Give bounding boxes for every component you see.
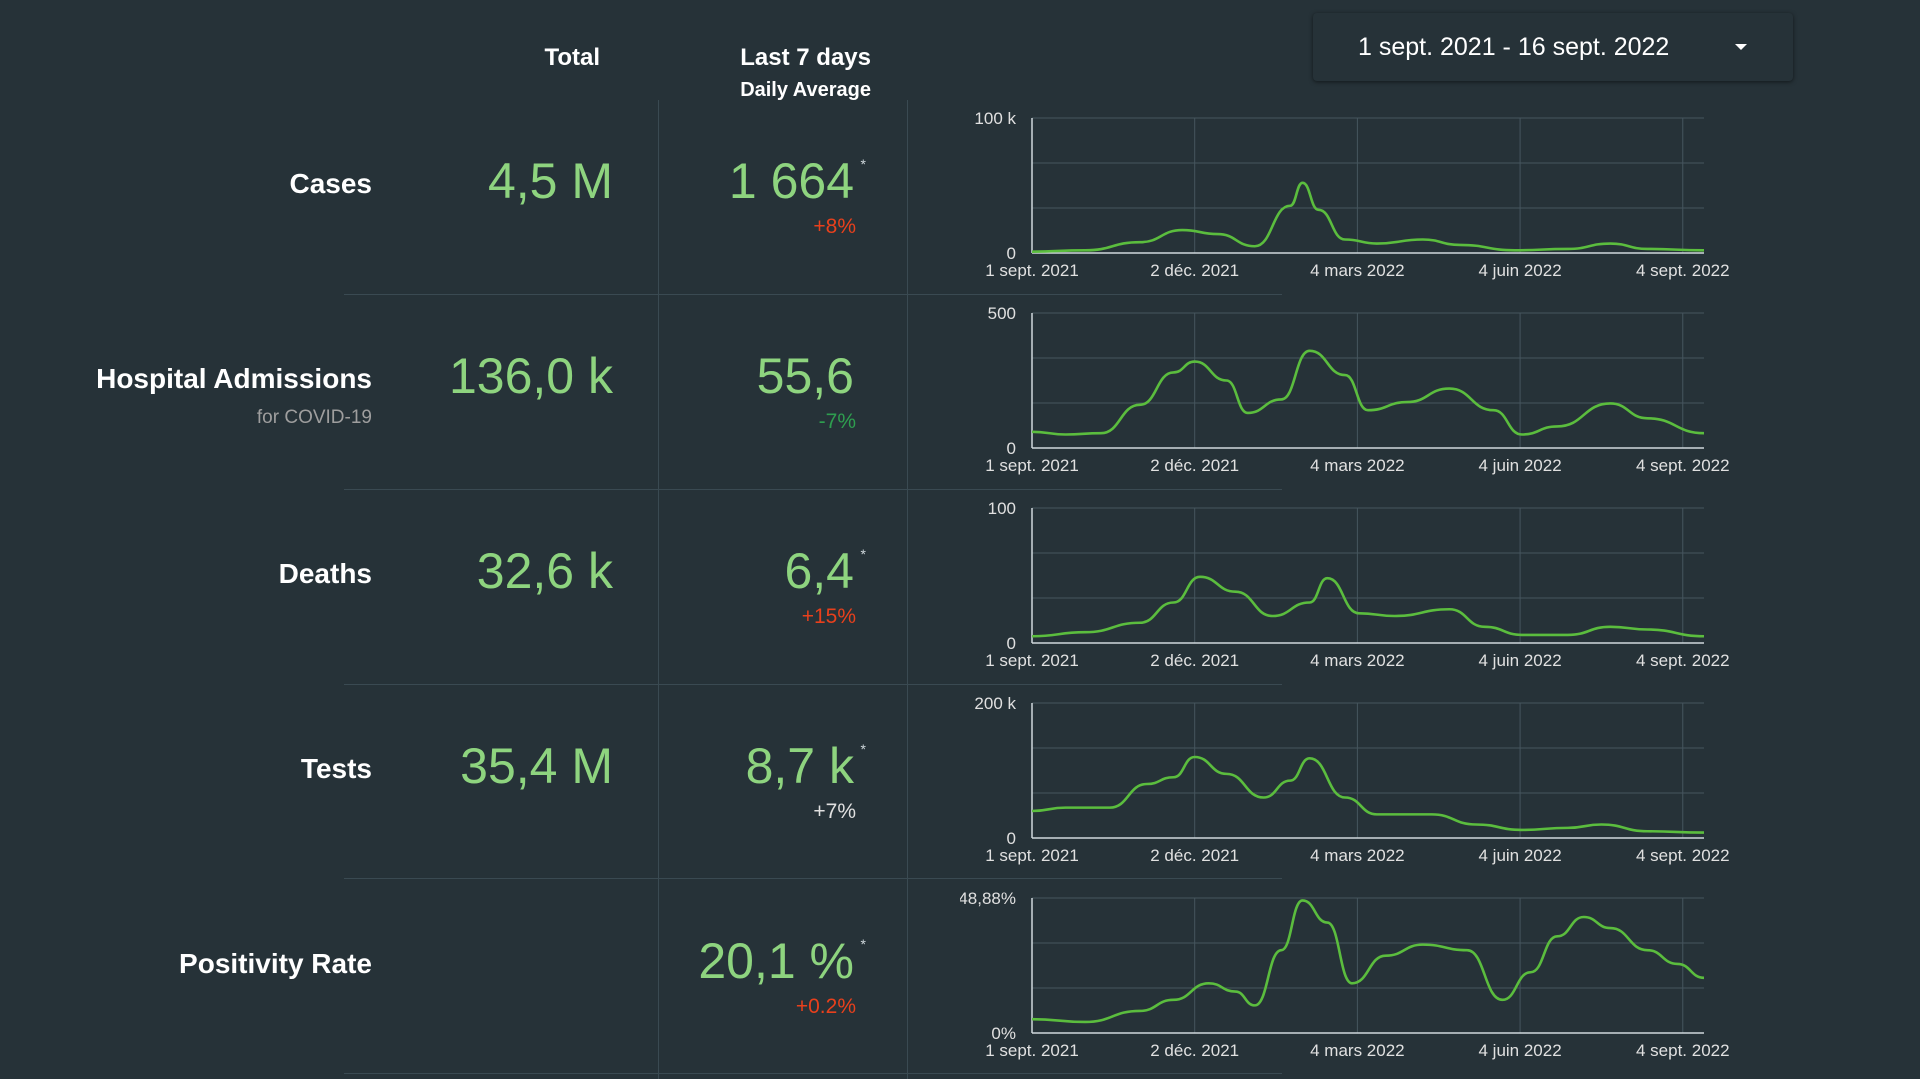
row-divider (344, 489, 1282, 490)
average-value: 1 664 (728, 153, 854, 209)
x-tick-label: 2 déc. 2021 (1150, 846, 1239, 865)
total-value: 32,6 k (476, 543, 613, 599)
x-tick-label: 4 mars 2022 (1310, 846, 1405, 865)
header-daily-average: Daily Average (740, 79, 871, 101)
change-percent: -7% (818, 410, 856, 433)
date-range-label: 1 sept. 2021 - 16 sept. 2022 (1358, 32, 1670, 61)
change-percent: +7% (813, 800, 856, 823)
metric-row-hospital-admissions: Hospital Admissions for COVID-19 136,0 k… (0, 295, 1920, 490)
y-tick-label: 100 k (974, 109, 1016, 128)
deaths-chart: 1 sept. 2021 2 déc. 2021 4 mars 2022 4 juin… (985, 499, 1730, 670)
series-line (1031, 575, 1705, 638)
x-tick-label: 4 juin 2022 (1478, 456, 1561, 475)
row-divider (344, 684, 1282, 685)
x-tick-label: 2 déc. 2021 (1150, 261, 1239, 280)
hospital-admissions-chart: 1 sept. 2021 2 déc. 2021 4 mars 2022 4 juin… (985, 304, 1730, 475)
y-tick-label: 0 (1007, 634, 1016, 653)
y-tick-label: 0 (1007, 439, 1016, 458)
total-value: 4,5 M (487, 153, 613, 209)
row-divider (344, 1073, 1282, 1074)
metric-row-tests: Tests 35,4 M 8,7 k * +7% 1 sept. 2021 2 d… (0, 685, 1920, 880)
date-range-picker[interactable]: 1 sept. 2021 - 16 sept. 2022 (1313, 13, 1793, 81)
change-percent: +15% (801, 605, 856, 628)
x-tick-label: 4 juin 2022 (1478, 1041, 1561, 1060)
total-value: 35,4 M (460, 738, 613, 794)
change-percent: +8% (813, 215, 856, 238)
average-value: 55,6 (756, 348, 854, 404)
change-percent: +0.2% (795, 995, 856, 1018)
column-divider-total (658, 100, 659, 1079)
asterisk-note: * (860, 936, 866, 952)
x-tick-label: 4 sept. 2022 (1636, 846, 1730, 865)
y-tick-label: 500 (988, 304, 1016, 323)
x-tick-label: 4 mars 2022 (1310, 261, 1405, 280)
total-value: 136,0 k (448, 348, 613, 404)
column-divider-average (907, 100, 908, 1079)
row-divider (344, 878, 1282, 879)
positivity-rate-chart: 1 sept. 2021 2 déc. 2021 4 mars 2022 4 juin… (960, 889, 1730, 1060)
metric-label: Deaths (278, 558, 372, 589)
x-tick-label: 4 juin 2022 (1478, 651, 1561, 670)
average-value: 8,7 k (745, 738, 854, 794)
x-tick-label: 4 juin 2022 (1478, 846, 1561, 865)
x-tick-label: 1 sept. 2021 (985, 846, 1079, 865)
series-line (1031, 181, 1705, 253)
series-line (1031, 899, 1705, 1024)
x-tick-label: 4 mars 2022 (1310, 1041, 1405, 1060)
chevron-down-icon (1735, 44, 1747, 50)
row-divider (344, 294, 1282, 295)
asterisk-note: * (860, 546, 866, 562)
x-tick-label: 1 sept. 2021 (985, 651, 1079, 670)
y-tick-label: 48,88% (960, 889, 1016, 908)
x-tick-label: 4 sept. 2022 (1636, 651, 1730, 670)
metric-row-cases: Cases 4,5 M 1 664 * +8% 1 sept. 2021 2 dé… (0, 100, 1920, 295)
metric-row-deaths: Deaths 32,6 k 6,4 * +15% 1 sept. 2021 2 d… (0, 490, 1920, 685)
y-tick-label: 0 (1007, 244, 1016, 263)
cases-chart: 1 sept. 2021 2 déc. 2021 4 mars 2022 4 juin… (974, 109, 1730, 280)
asterisk-note: * (860, 156, 866, 172)
metric-label: Tests (300, 753, 372, 784)
tests-chart: 1 sept. 2021 2 déc. 2021 4 mars 2022 4 juin… (974, 694, 1730, 865)
y-tick-label: 100 (988, 499, 1016, 518)
average-value: 20,1 % (698, 933, 854, 989)
y-tick-label: 200 k (974, 694, 1016, 713)
x-tick-label: 4 sept. 2022 (1636, 261, 1730, 280)
header-last-7-days: Last 7 days (740, 44, 871, 71)
x-tick-label: 4 mars 2022 (1310, 651, 1405, 670)
x-tick-label: 1 sept. 2021 (985, 1041, 1079, 1060)
metric-row-positivity-rate: Positivity Rate 20,1 % * +0.2% 1 sept. 2… (0, 880, 1920, 1075)
x-tick-label: 2 déc. 2021 (1150, 1041, 1239, 1060)
header-total: Total (544, 44, 600, 71)
metric-label: Cases (289, 168, 372, 199)
x-tick-label: 2 déc. 2021 (1150, 456, 1239, 475)
average-value: 6,4 (784, 543, 854, 599)
x-tick-label: 1 sept. 2021 (985, 456, 1079, 475)
series-line (1031, 755, 1705, 834)
x-tick-label: 4 mars 2022 (1310, 456, 1405, 475)
x-tick-label: 4 juin 2022 (1478, 261, 1561, 280)
series-line (1031, 349, 1705, 436)
x-tick-label: 4 sept. 2022 (1636, 456, 1730, 475)
asterisk-note: * (860, 741, 866, 757)
x-tick-label: 1 sept. 2021 (985, 261, 1079, 280)
metric-sublabel: for COVID-19 (256, 407, 372, 428)
metric-label: Positivity Rate (179, 948, 372, 979)
x-tick-label: 4 sept. 2022 (1636, 1041, 1730, 1060)
y-tick-label: 0% (991, 1024, 1016, 1043)
x-tick-label: 2 déc. 2021 (1150, 651, 1239, 670)
y-tick-label: 0 (1007, 829, 1016, 848)
metric-label: Hospital Admissions (96, 363, 372, 394)
